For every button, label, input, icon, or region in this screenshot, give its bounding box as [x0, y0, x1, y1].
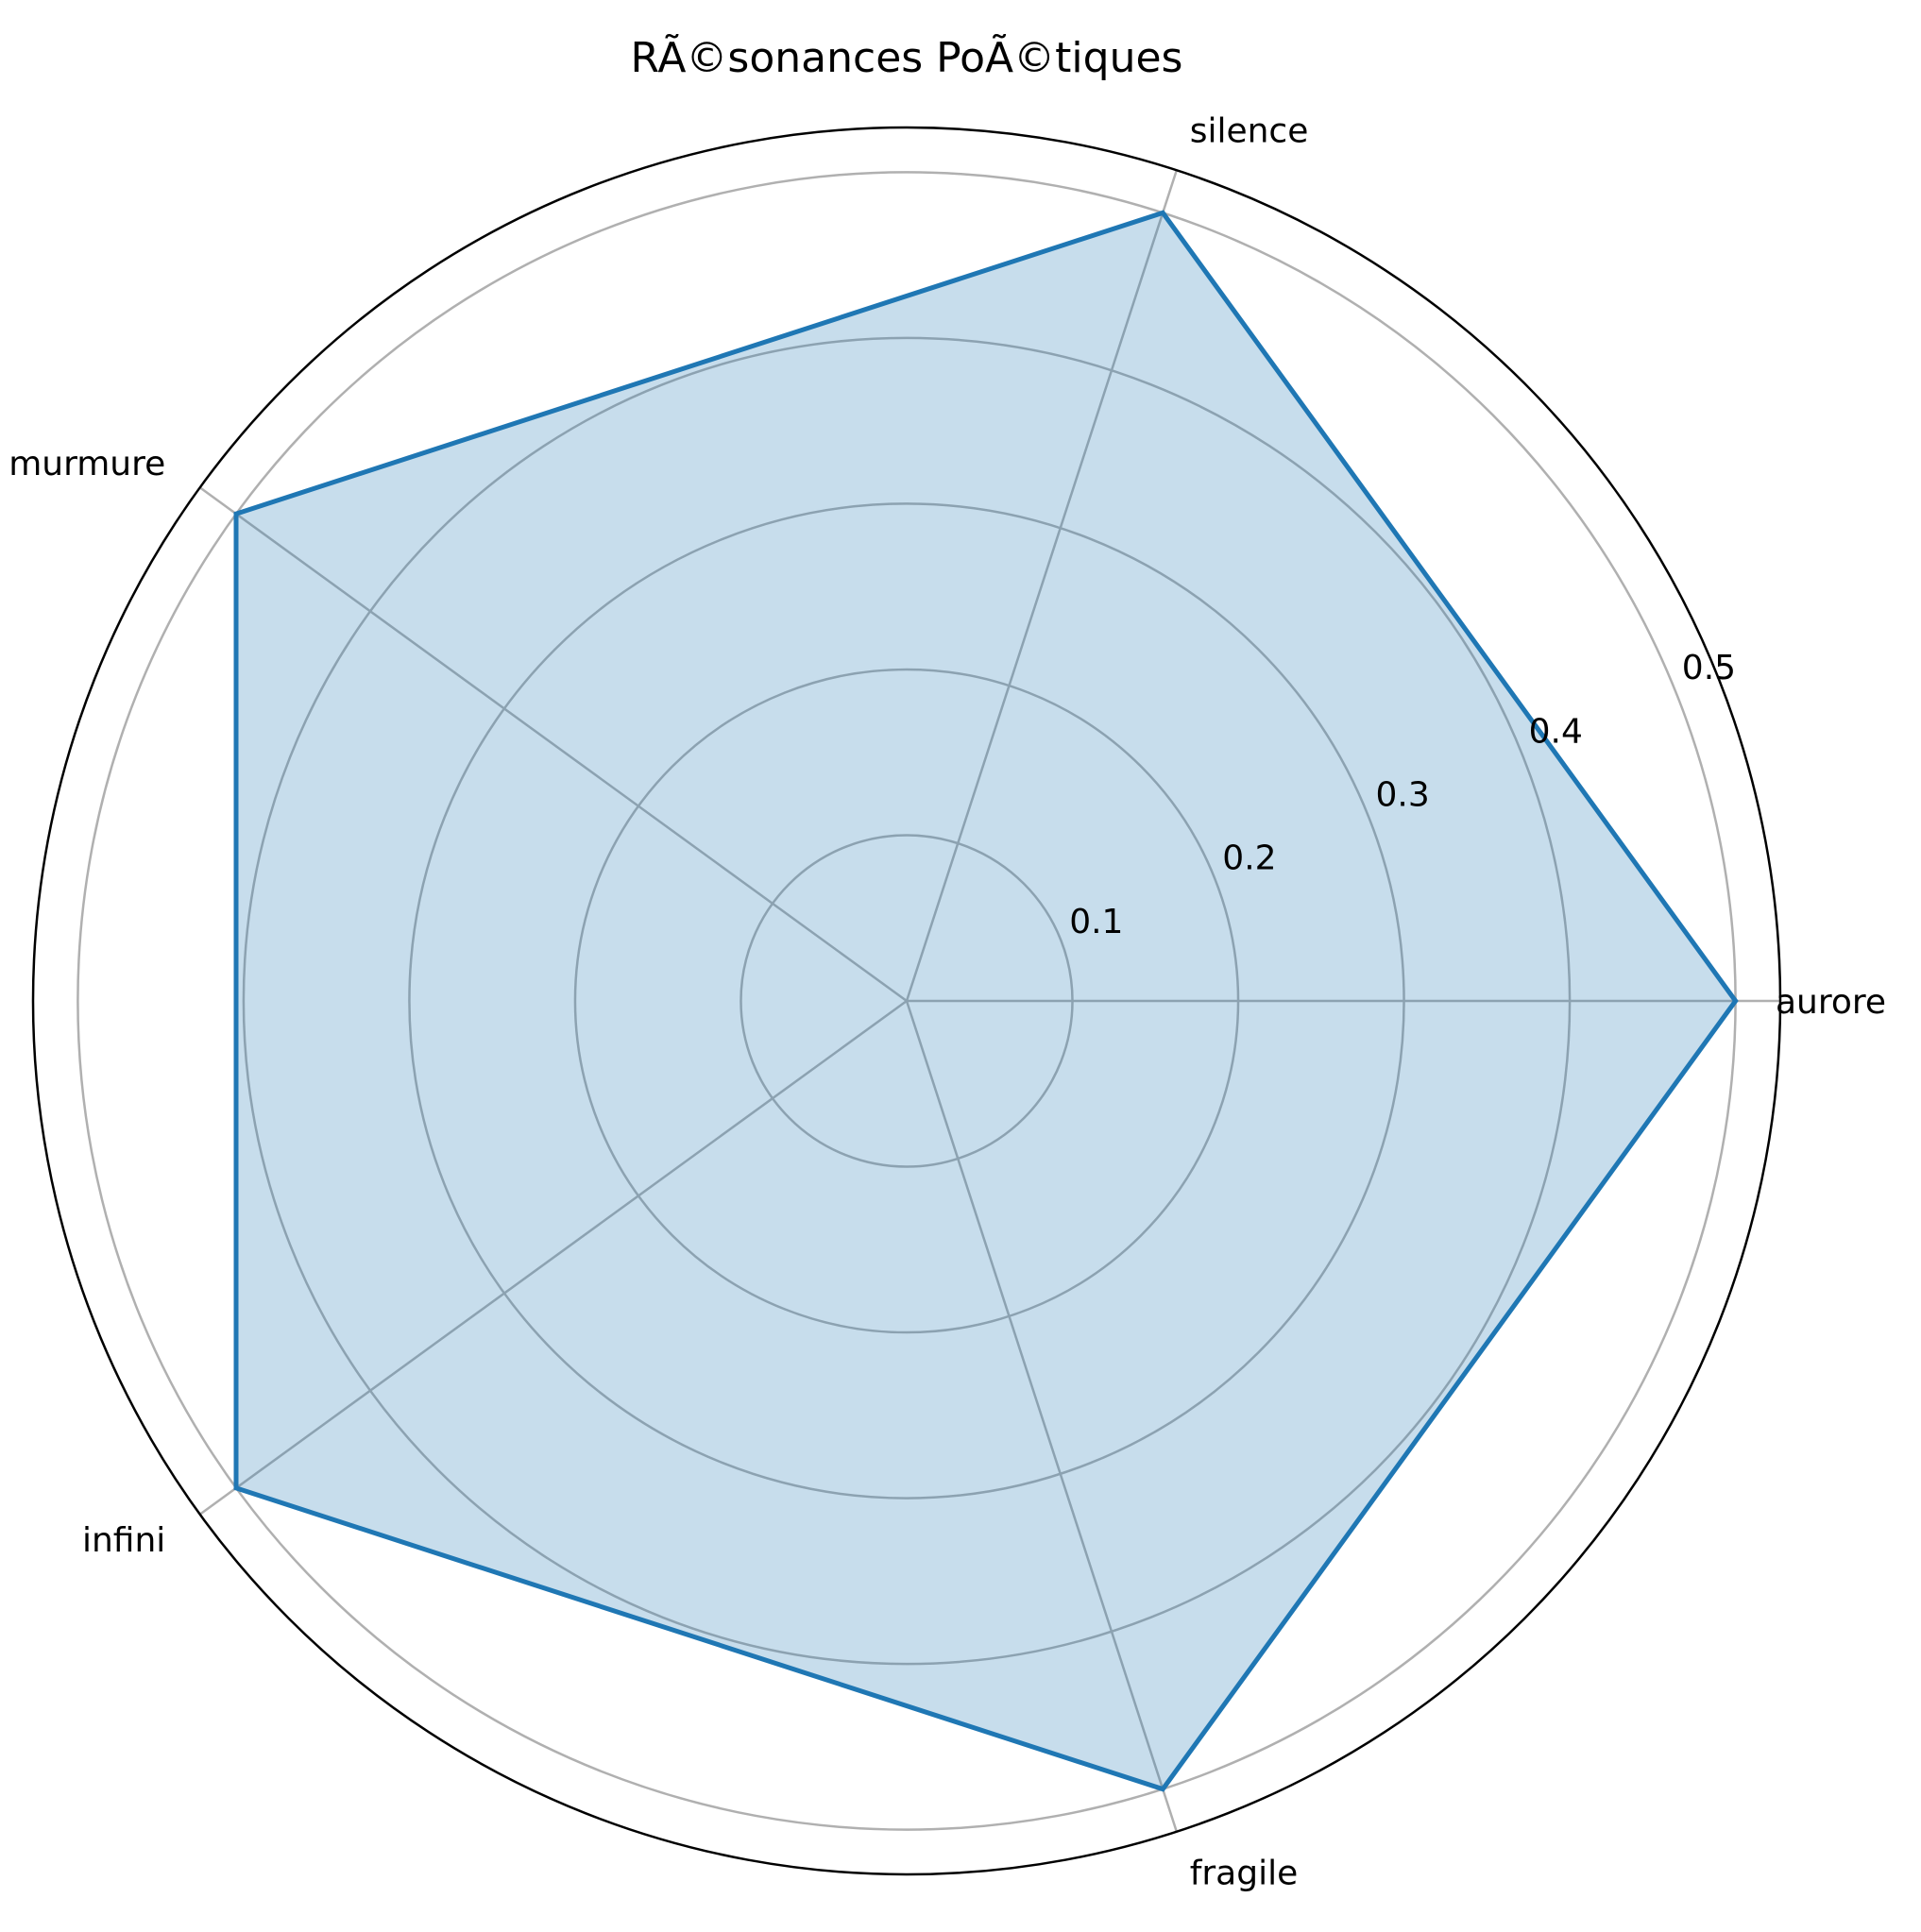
spoke-infini — [198, 999, 908, 1516]
radial-tick-label-5: 0.5 — [1682, 649, 1736, 687]
frame-layer — [31, 126, 1782, 1876]
spoke-silence — [905, 169, 1179, 1002]
radial-tick-label-4: 0.4 — [1529, 712, 1583, 751]
category-label-silence: silence — [1190, 112, 1309, 151]
category-label-aurore: aurore — [1776, 983, 1886, 1022]
category-label-murmure: murmure — [8, 445, 165, 483]
series-layer — [233, 210, 1739, 1792]
grid-layer — [76, 169, 1780, 1833]
spoke-murmure — [198, 486, 908, 1003]
radial-tick-label-1: 0.1 — [1069, 903, 1123, 941]
spoke-fragile — [905, 1000, 1179, 1833]
radial-tick-label-2: 0.2 — [1222, 839, 1276, 878]
category-label-infini: infini — [82, 1521, 165, 1560]
label-layer: aurore silence murmure infini fragile 0.1 0.2 0… — [8, 112, 1886, 1893]
category-label-fragile: fragile — [1190, 1855, 1299, 1893]
series-line-1 — [233, 210, 1739, 1792]
radial-tick-label-3: 0.3 — [1376, 776, 1430, 815]
chart-title: RÃ©sonances PoÃ©tiques — [631, 33, 1183, 82]
series-area-1 — [236, 212, 1736, 1789]
polar-frame — [31, 126, 1782, 1876]
